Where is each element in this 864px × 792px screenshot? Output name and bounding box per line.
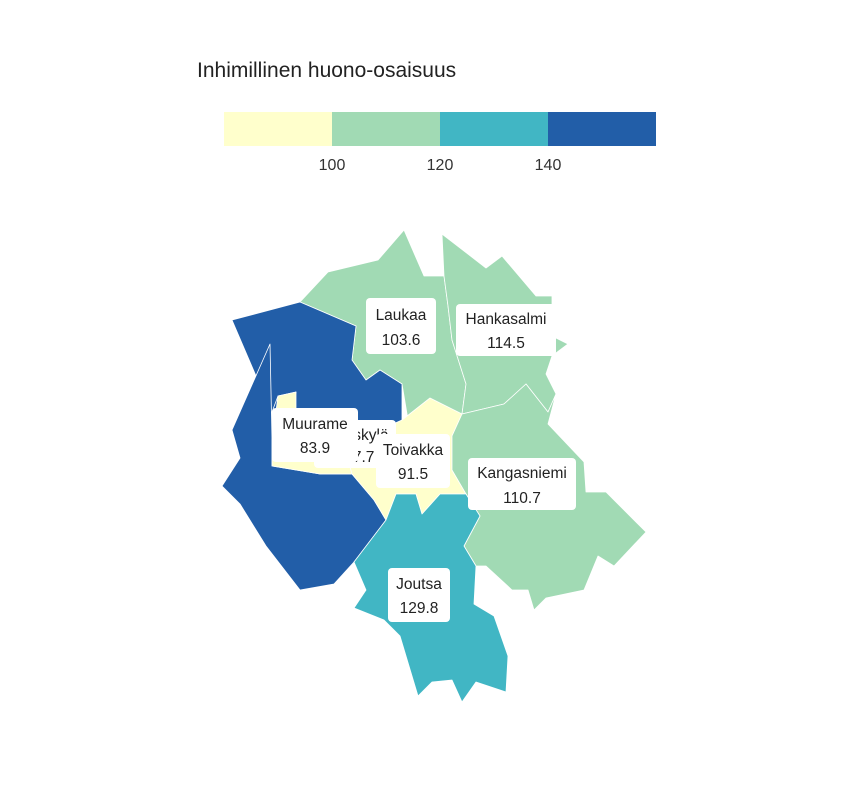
legend-tick-140: 140 — [535, 157, 562, 174]
label-laukaa-name: Laukaa — [376, 307, 427, 324]
label-hankasalmi-value: 114.5 — [487, 335, 525, 352]
label-toivakka-name: Toivakka — [383, 442, 444, 459]
legend: Inhimillinen huono-osaisuus 100 120 140 — [197, 59, 656, 174]
legend-tick-100: 100 — [319, 157, 346, 174]
legend-swatch-2 — [332, 112, 440, 146]
label-laukaa-value: 103.6 — [382, 332, 421, 349]
label-hankasalmi-name: Hankasalmi — [466, 311, 547, 328]
label-muurame-name: Muurame — [282, 416, 347, 433]
label-toivakka: Toivakka 91.5 — [376, 434, 450, 488]
label-joutsa-value: 129.8 — [400, 600, 439, 617]
label-muurame: Muurame 83.9 — [272, 408, 358, 462]
label-hankasalmi: Hankasalmi 114.5 — [456, 304, 556, 356]
legend-tick-120: 120 — [427, 157, 454, 174]
label-joutsa: Joutsa 129.8 — [388, 568, 450, 622]
label-toivakka-value: 91.5 — [398, 466, 428, 483]
label-muurame-value: 83.9 — [300, 440, 330, 457]
label-kangasniemi-name: Kangasniemi — [477, 465, 567, 482]
label-laukaa: Laukaa 103.6 — [366, 298, 436, 354]
label-kangasniemi-value: 110.7 — [503, 490, 541, 507]
legend-title: Inhimillinen huono-osaisuus — [197, 59, 456, 82]
label-joutsa-name: Joutsa — [396, 576, 442, 593]
label-kangasniemi: Kangasniemi 110.7 — [468, 458, 576, 510]
legend-swatch-4 — [548, 112, 656, 146]
legend-swatch-3 — [440, 112, 548, 146]
legend-swatch-1 — [224, 112, 332, 146]
region-labels: Jyväskylä 107.7 Muurame 83.9 Laukaa 103.… — [272, 298, 576, 622]
